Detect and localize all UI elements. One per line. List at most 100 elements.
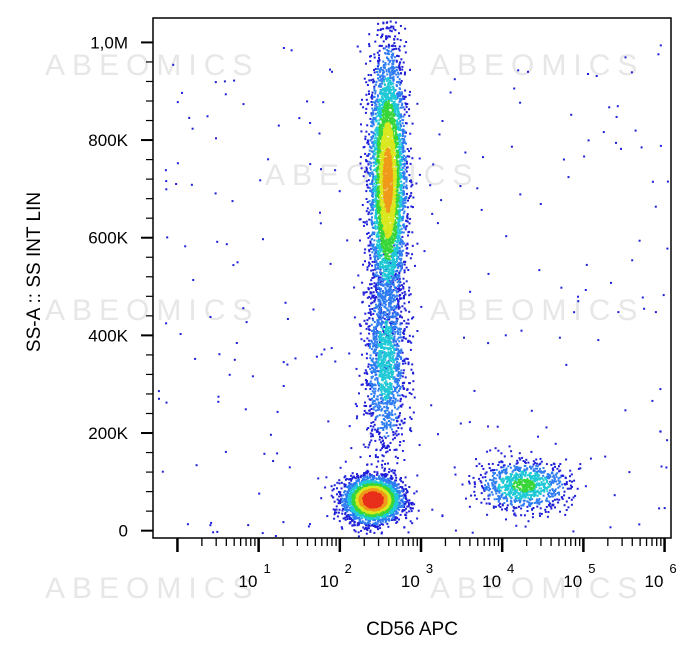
event-point [390, 288, 393, 291]
event-point [530, 494, 533, 497]
event-point [532, 512, 534, 515]
event-point [350, 514, 353, 516]
event-point [392, 438, 395, 441]
event-point [372, 296, 375, 299]
event-point [396, 503, 399, 506]
event-point [339, 501, 342, 504]
event-point [399, 264, 402, 267]
event-point [388, 61, 391, 64]
event-point [209, 524, 212, 527]
event-point [401, 150, 404, 153]
event-point [398, 100, 401, 103]
event-point [351, 506, 354, 509]
event-point [399, 173, 402, 176]
event-point [559, 510, 561, 513]
event-point [370, 164, 373, 167]
event-point [568, 487, 571, 490]
event-point [394, 455, 397, 458]
event-point [365, 81, 368, 84]
event-point [269, 433, 272, 436]
event-point [407, 199, 409, 202]
event-point [396, 278, 399, 281]
event-point [392, 270, 395, 273]
event-point [563, 490, 566, 493]
event-point [326, 515, 329, 518]
event-point [389, 442, 392, 444]
event-point [399, 315, 401, 318]
event-point [309, 523, 311, 526]
event-point [214, 192, 217, 195]
event-point [385, 77, 387, 80]
event-point [366, 472, 369, 475]
event-point [385, 395, 388, 398]
event-point [411, 253, 414, 256]
event-point [526, 500, 529, 503]
event-point [377, 94, 379, 97]
event-point [383, 361, 386, 364]
event-point [367, 395, 370, 398]
event-point [569, 475, 571, 478]
event-point [579, 463, 582, 466]
event-point [659, 144, 662, 147]
event-point [538, 512, 541, 515]
event-point [401, 203, 404, 206]
event-point [401, 316, 403, 319]
event-point [397, 290, 400, 293]
event-point [385, 427, 388, 430]
event-point [410, 430, 413, 433]
event-point [165, 180, 168, 183]
event-point [386, 392, 389, 395]
event-point [379, 301, 382, 304]
event-point [408, 150, 410, 153]
event-point [369, 166, 372, 169]
event-point [547, 482, 550, 485]
event-point [558, 336, 561, 339]
event-point [362, 478, 365, 481]
event-point [372, 408, 375, 411]
event-point [376, 331, 379, 334]
event-point [386, 415, 388, 418]
event-point [354, 530, 357, 533]
event-point [370, 414, 373, 417]
event-point [395, 119, 398, 122]
event-point [371, 136, 374, 139]
event-point [374, 390, 377, 393]
event-point [389, 303, 392, 306]
event-point [371, 223, 374, 226]
event-point [468, 480, 470, 483]
event-point [380, 322, 383, 325]
event-point [395, 106, 398, 109]
event-point [366, 337, 369, 340]
event-point [376, 288, 379, 290]
event-point [385, 88, 388, 90]
event-point [501, 485, 504, 488]
event-point [371, 413, 374, 416]
event-point [372, 425, 375, 428]
event-point [525, 458, 528, 461]
event-point [375, 345, 378, 348]
event-point [371, 231, 374, 234]
event-point [397, 276, 400, 279]
event-point [399, 502, 402, 505]
event-point [343, 476, 346, 479]
event-point [501, 493, 503, 496]
event-point [609, 526, 612, 529]
event-point [407, 361, 410, 364]
event-point [381, 339, 384, 342]
event-point [392, 282, 395, 285]
event-point [396, 76, 399, 78]
event-point [346, 491, 349, 494]
event-point [382, 414, 385, 417]
event-point [473, 494, 476, 497]
event-point [388, 411, 391, 414]
event-point [420, 305, 423, 308]
event-point [524, 525, 527, 528]
event-point [499, 502, 502, 505]
event-point [385, 388, 387, 391]
event-point [375, 267, 378, 270]
event-point [357, 523, 360, 526]
event-point [412, 196, 415, 199]
event-point [402, 131, 404, 133]
event-point [377, 283, 380, 286]
event-point [411, 157, 414, 160]
